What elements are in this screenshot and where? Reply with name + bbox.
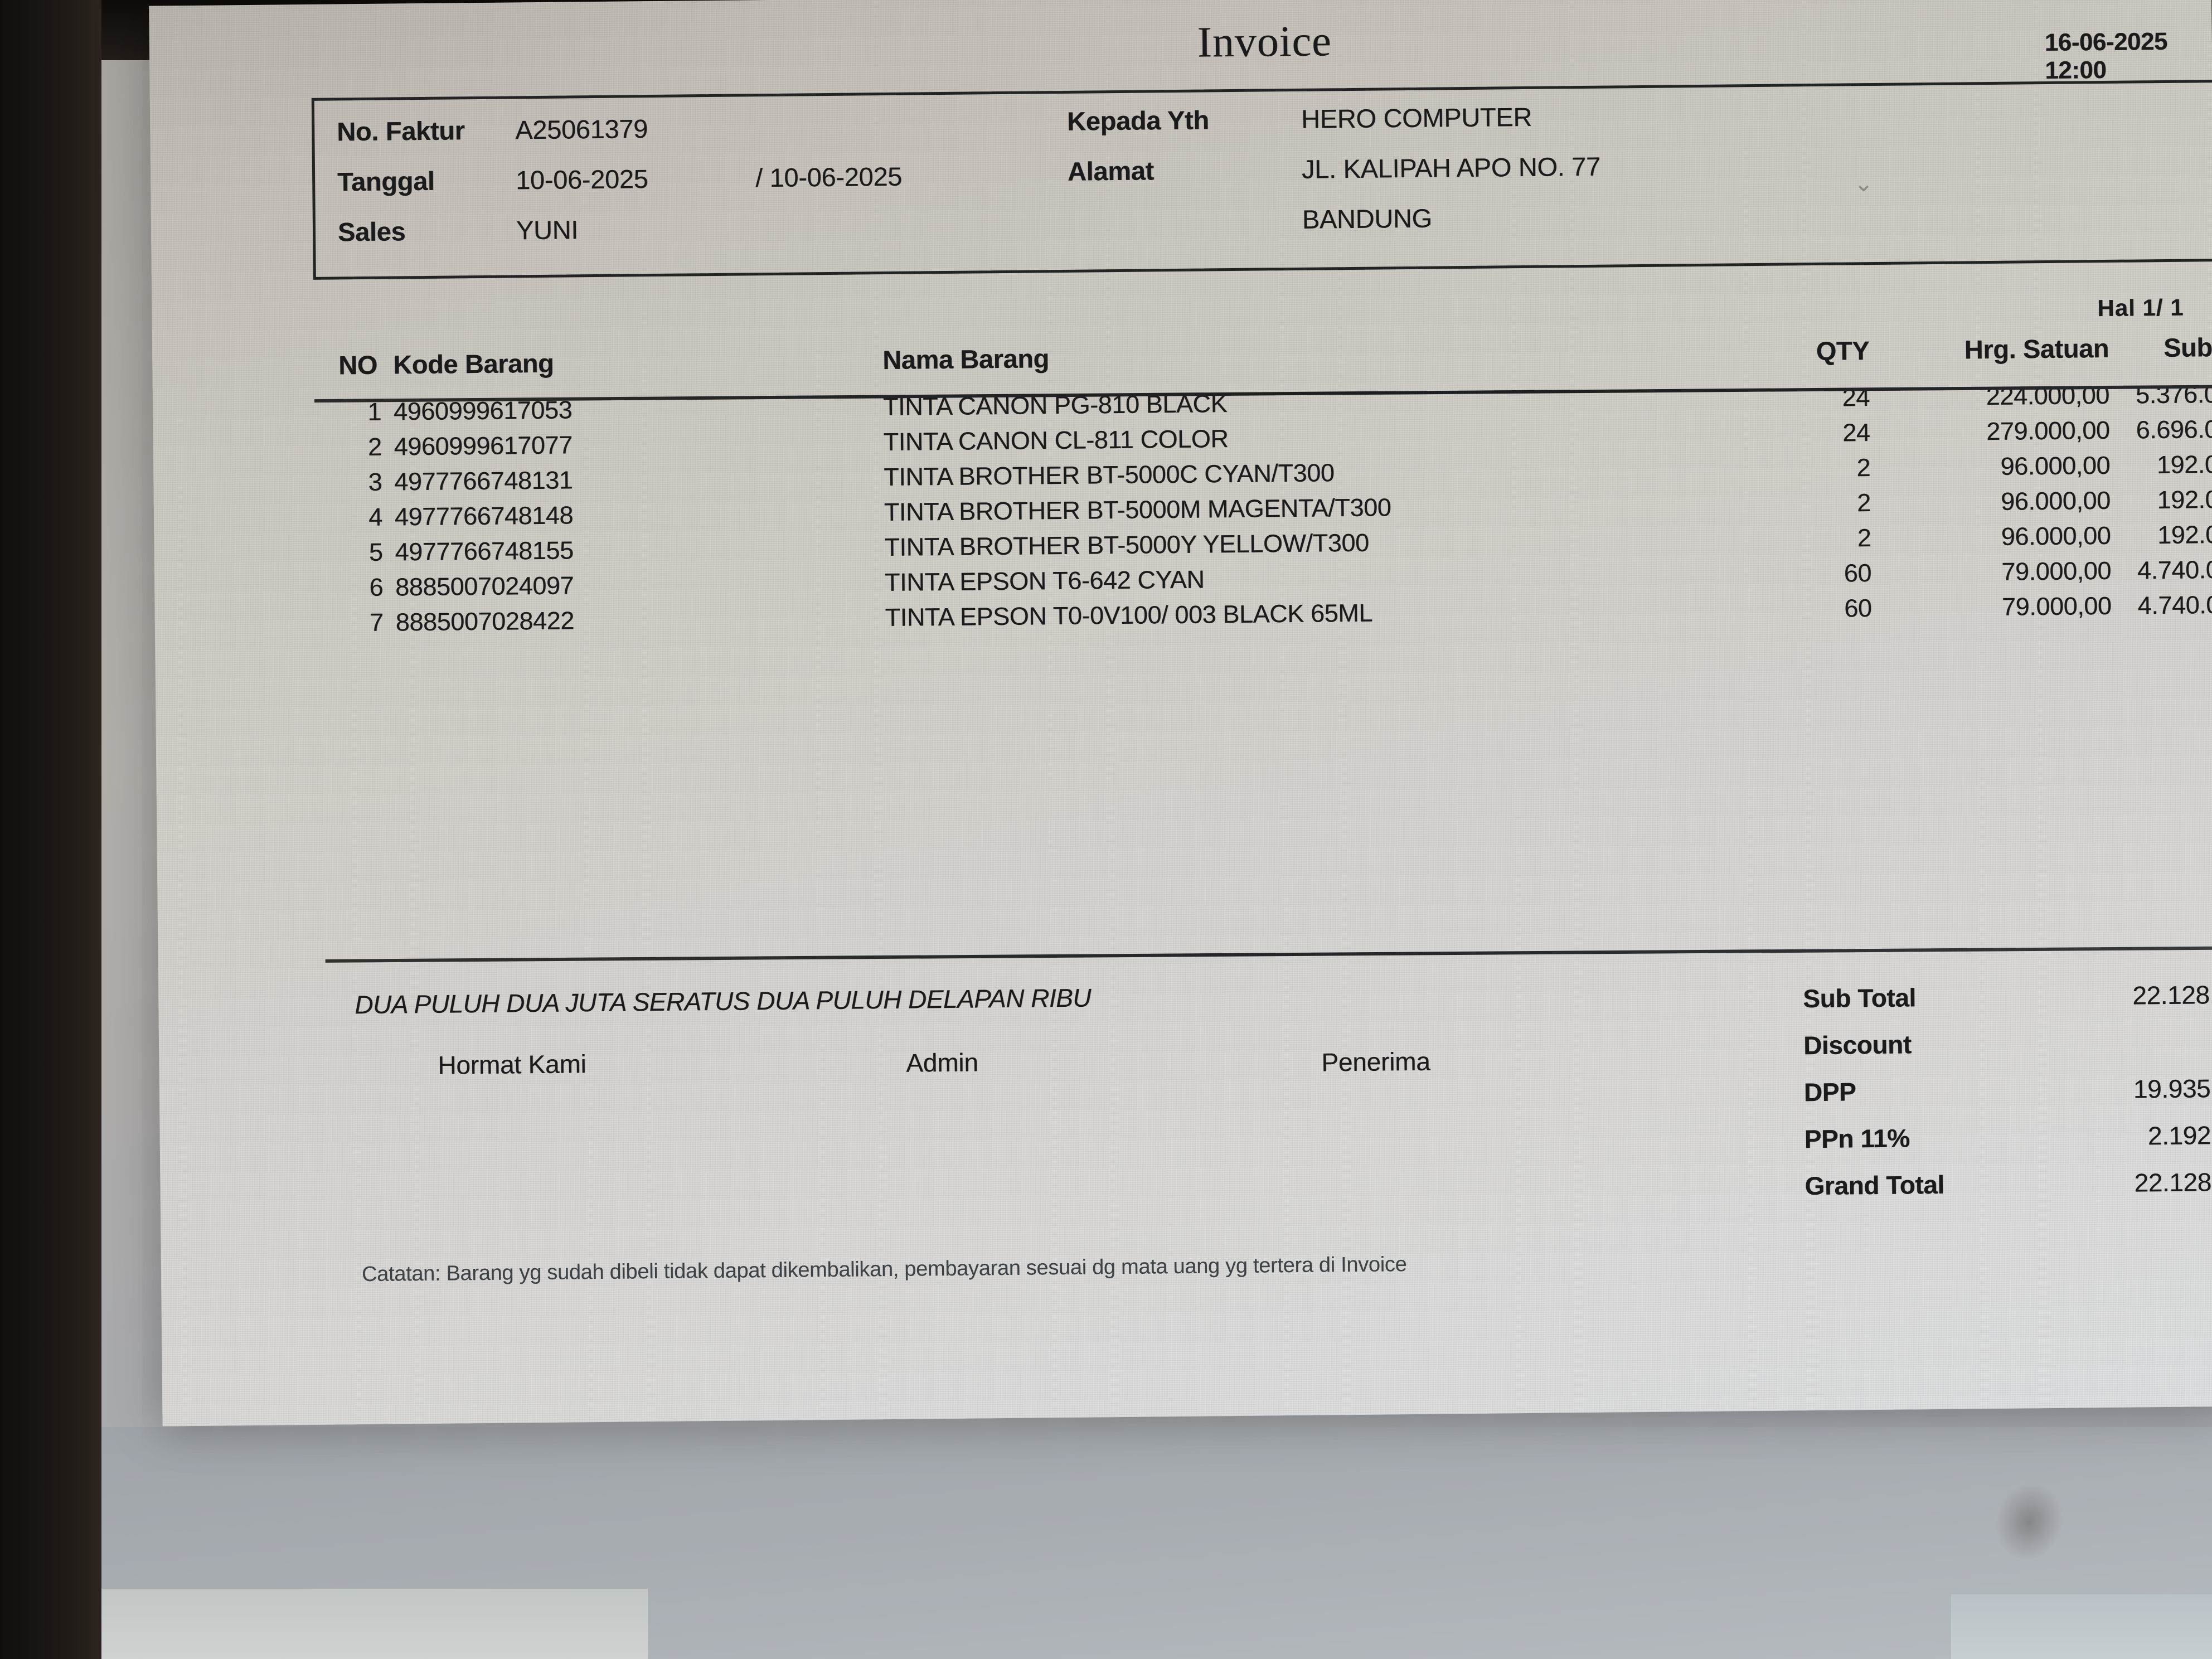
total-label: Discount — [1803, 1030, 1912, 1060]
cell-no: 3 — [368, 467, 382, 496]
value-address-line-1: JL. KALIPAH APO NO. 77 — [1301, 151, 1601, 184]
cell-harga: 279.000,00 — [1986, 415, 2110, 446]
total-row-discount: Discount 0,00 — [1803, 1026, 2212, 1077]
total-row-grand-total: Grand Total 22.128.000,00 — [1804, 1166, 2212, 1217]
label-sales: Sales — [337, 216, 406, 247]
invoice-header-box: No. Faktur A25061379 Tanggal 10-06-2025 … — [311, 79, 2212, 280]
label-kepada-yth: Kepada Yth — [1066, 105, 1210, 136]
column-header-hrg-satuan: Hrg. Satuan — [1964, 333, 2109, 365]
cell-harga: 96.000,00 — [2001, 486, 2111, 516]
cell-nama: TINTA EPSON T6-642 CYAN — [884, 565, 1205, 597]
column-header-no: NO — [338, 350, 378, 380]
signature-label-penerima: Penerima — [1321, 1046, 1430, 1077]
cell-kode: 8885007024097 — [395, 571, 574, 601]
cell-nama: TINTA BROTHER BT-5000M MAGENTA/T300 — [884, 493, 1391, 527]
value-tanggal-invoice: 10-06-2025 — [515, 164, 648, 195]
monitor-bezel-left — [0, 0, 101, 1659]
items-table: NO Kode Barang Nama Barang QTY Hrg. Satu… — [314, 331, 2212, 644]
column-header-qty: QTY — [1816, 336, 1870, 366]
total-label: Sub Total — [1803, 983, 1917, 1013]
value-sales: YUNI — [516, 215, 579, 245]
value-customer-name: HERO COMPUTER — [1301, 101, 1532, 134]
total-value: 2.192.864,86 — [2147, 1119, 2212, 1151]
label-no-faktur: No. Faktur — [337, 115, 465, 147]
cell-no: 4 — [368, 502, 383, 531]
cell-no: 5 — [368, 537, 383, 566]
cell-nama: TINTA EPSON T0-0V100/ 003 BLACK 65ML — [885, 598, 1373, 632]
cell-nama: TINTA CANON CL-811 COLOR — [883, 424, 1229, 457]
total-value: 22.128.000,00 — [2134, 1166, 2212, 1197]
cell-sub-total: 6.696.000,00 — [2136, 414, 2212, 444]
signature-label-hormat-kami: Hormat Kami — [438, 1049, 586, 1080]
totals-panel: Sub Total 22.128.000,00 Discount 0,00 DP… — [1803, 979, 2212, 1217]
footer-note: Catatan: Barang yg sudah dibeli tidak da… — [361, 1253, 1407, 1287]
summary-divider — [325, 946, 2212, 963]
cell-no: 6 — [369, 573, 384, 601]
value-tanggal-jatuh-tempo: / 10-06-2025 — [755, 161, 903, 193]
cell-no: 7 — [369, 608, 384, 637]
cell-sub-total: 5.376.000,00 — [2135, 379, 2212, 409]
total-value: 22.128.000,00 — [2132, 979, 2212, 1010]
total-row-dpp: DPP 19.935.135,14 — [1804, 1073, 2212, 1124]
cell-sub-total: 4.740.000,00 — [2137, 590, 2212, 620]
cell-sub-total: 192.000,00 — [2156, 449, 2212, 479]
cell-nama: TINTA BROTHER BT-5000C CYAN/T300 — [884, 458, 1335, 492]
cell-nama: TINTA BROTHER BT-5000Y YELLOW/T300 — [884, 528, 1369, 562]
total-value: 19.935.135,14 — [2133, 1073, 2212, 1104]
cell-kode: 4977766748155 — [395, 536, 574, 566]
cell-qty: 60 — [1844, 594, 1872, 623]
cell-harga: 96.000,00 — [2001, 521, 2111, 551]
page-number-indicator: Hal 1/ 1 — [2097, 294, 2184, 322]
cell-kode: 4977766748148 — [394, 501, 574, 531]
cell-qty: 24 — [1842, 418, 1870, 447]
total-row-sub-total: Sub Total 22.128.000,00 — [1803, 979, 2212, 1030]
cell-kode: 4960999617077 — [394, 430, 573, 461]
value-no-faktur: A25061379 — [515, 114, 648, 145]
invoice-page: Invoice 16-06-2025 12:00 No. Faktur A250… — [149, 0, 2212, 1427]
total-label: DPP — [1803, 1077, 1856, 1107]
cell-qty: 2 — [1856, 453, 1871, 482]
chevron-down-icon: ⌄ — [1854, 170, 1874, 197]
cell-harga: 224.000,00 — [1986, 380, 2110, 411]
cell-no: 2 — [367, 432, 382, 461]
desk-lower-left-panel — [101, 1589, 648, 1659]
column-header-kode-barang: Kode Barang — [393, 348, 554, 380]
column-header-nama-barang: Nama Barang — [882, 343, 1050, 375]
total-label: Grand Total — [1804, 1170, 1945, 1201]
label-tanggal: Tanggal — [337, 166, 435, 197]
cell-sub-total: 4.740.000,00 — [2137, 555, 2212, 585]
cell-qty: 2 — [1856, 488, 1871, 517]
cell-qty: 60 — [1844, 559, 1872, 588]
signature-label-admin: Admin — [906, 1047, 979, 1078]
total-row-ppn: PPn 11% 2.192.864,86 — [1804, 1119, 2212, 1171]
cell-qty: 2 — [1857, 523, 1871, 552]
total-value: 0,00 — [1948, 1026, 2212, 1059]
value-address-line-2: BANDUNG — [1302, 203, 1433, 234]
cell-harga: 96.000,00 — [2000, 450, 2111, 481]
cell-kode: 8885007028422 — [395, 606, 575, 637]
print-datetime: 16-06-2025 12:00 — [2044, 27, 2168, 85]
cell-sub-total: 192.000,00 — [2157, 520, 2212, 550]
cell-harga: 79.000,00 — [2001, 556, 2112, 586]
cell-kode: 4977766748131 — [394, 465, 573, 496]
page-title: Invoice — [1197, 16, 1332, 66]
total-label: PPn 11% — [1804, 1123, 1910, 1154]
desk-lower-right-panel — [1951, 1594, 2212, 1659]
column-header-sub-total: Sub Total — [2163, 332, 2212, 363]
cell-harga: 79.000,00 — [2001, 591, 2112, 621]
label-alamat: Alamat — [1067, 156, 1154, 186]
amount-in-words: DUA PULUH DUA JUTA SERATUS DUA PULUH DEL… — [355, 983, 1092, 1020]
cell-sub-total: 192.000,00 — [2157, 484, 2212, 515]
